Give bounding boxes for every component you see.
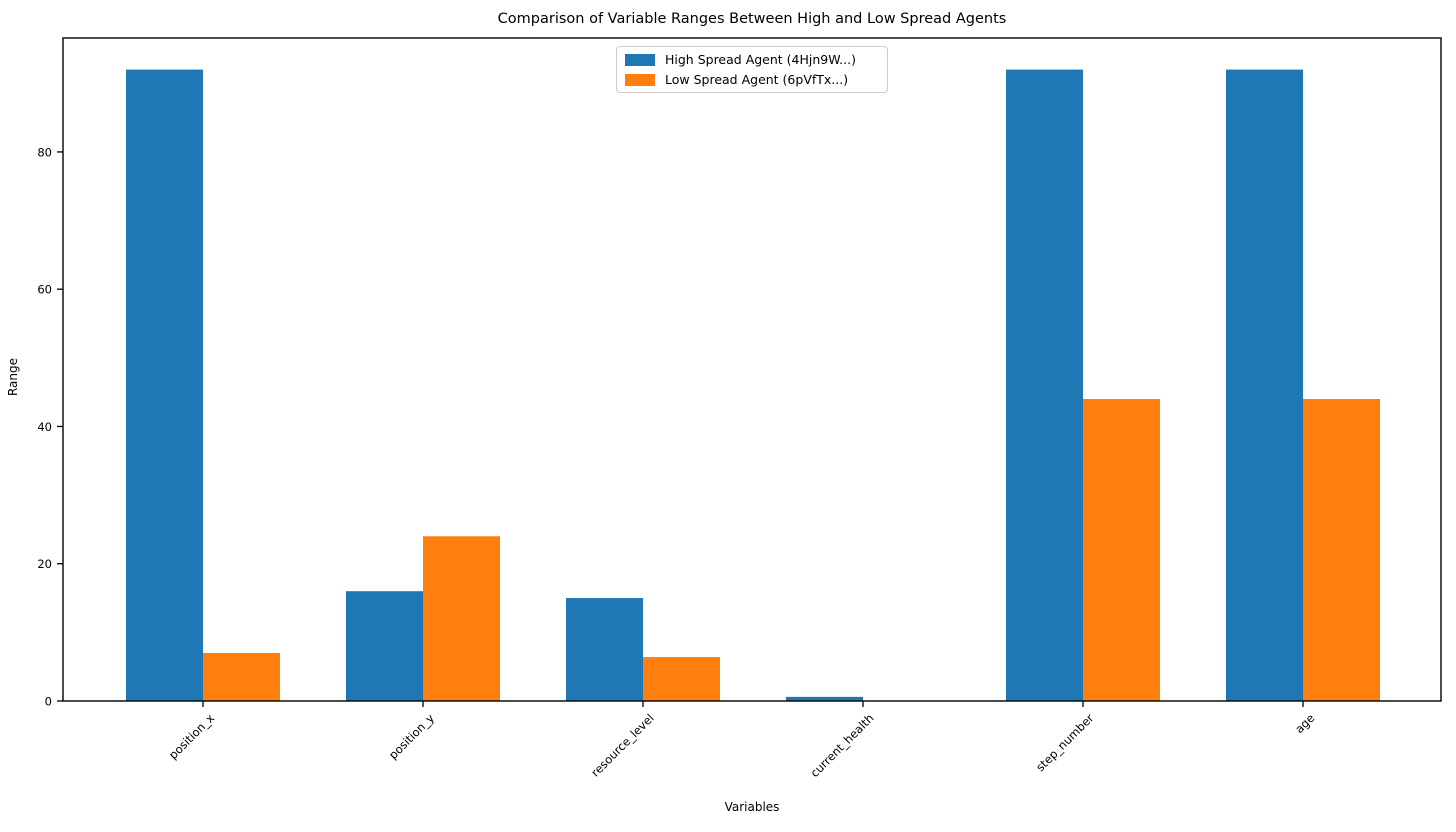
bar-low-position_y <box>423 536 500 701</box>
chart-title: Comparison of Variable Ranges Between Hi… <box>497 11 1007 27</box>
axes-spines <box>62 37 1442 702</box>
bar-high-age <box>1226 69 1303 701</box>
bar-low-step_number <box>1083 399 1160 701</box>
y-tick-label-40: 40 <box>37 420 52 434</box>
y-axis-label: Range <box>6 357 20 397</box>
bar-high-position_y <box>346 591 423 701</box>
legend-swatch-low <box>625 73 655 86</box>
bar-high-resource_level <box>566 598 643 701</box>
x-axis-label: Variables <box>724 800 780 814</box>
legend-label-low: Low Spread Agent (6pVfTx...) <box>665 72 849 87</box>
y-tick-label-20: 20 <box>37 557 52 571</box>
legend-swatch-high <box>625 53 655 66</box>
bar-high-current_health <box>786 696 863 701</box>
bar-low-age <box>1303 399 1380 701</box>
bar-high-step_number <box>1006 69 1083 701</box>
legend-label-high: High Spread Agent (4Hjn9W...) <box>665 52 856 67</box>
bar-high-position_x <box>126 69 203 701</box>
y-tick-label-0: 0 <box>45 695 52 709</box>
legend-row-low: Low Spread Agent (6pVfTx...) <box>625 72 879 88</box>
legend: High Spread Agent (4Hjn9W...) Low Spread… <box>616 46 888 93</box>
y-tick-label-60: 60 <box>37 283 52 297</box>
legend-row-high: High Spread Agent (4Hjn9W...) <box>625 52 879 68</box>
bar-low-position_x <box>203 652 280 701</box>
y-tick-label-80: 80 <box>37 145 52 159</box>
bar-low-resource_level <box>643 657 720 701</box>
